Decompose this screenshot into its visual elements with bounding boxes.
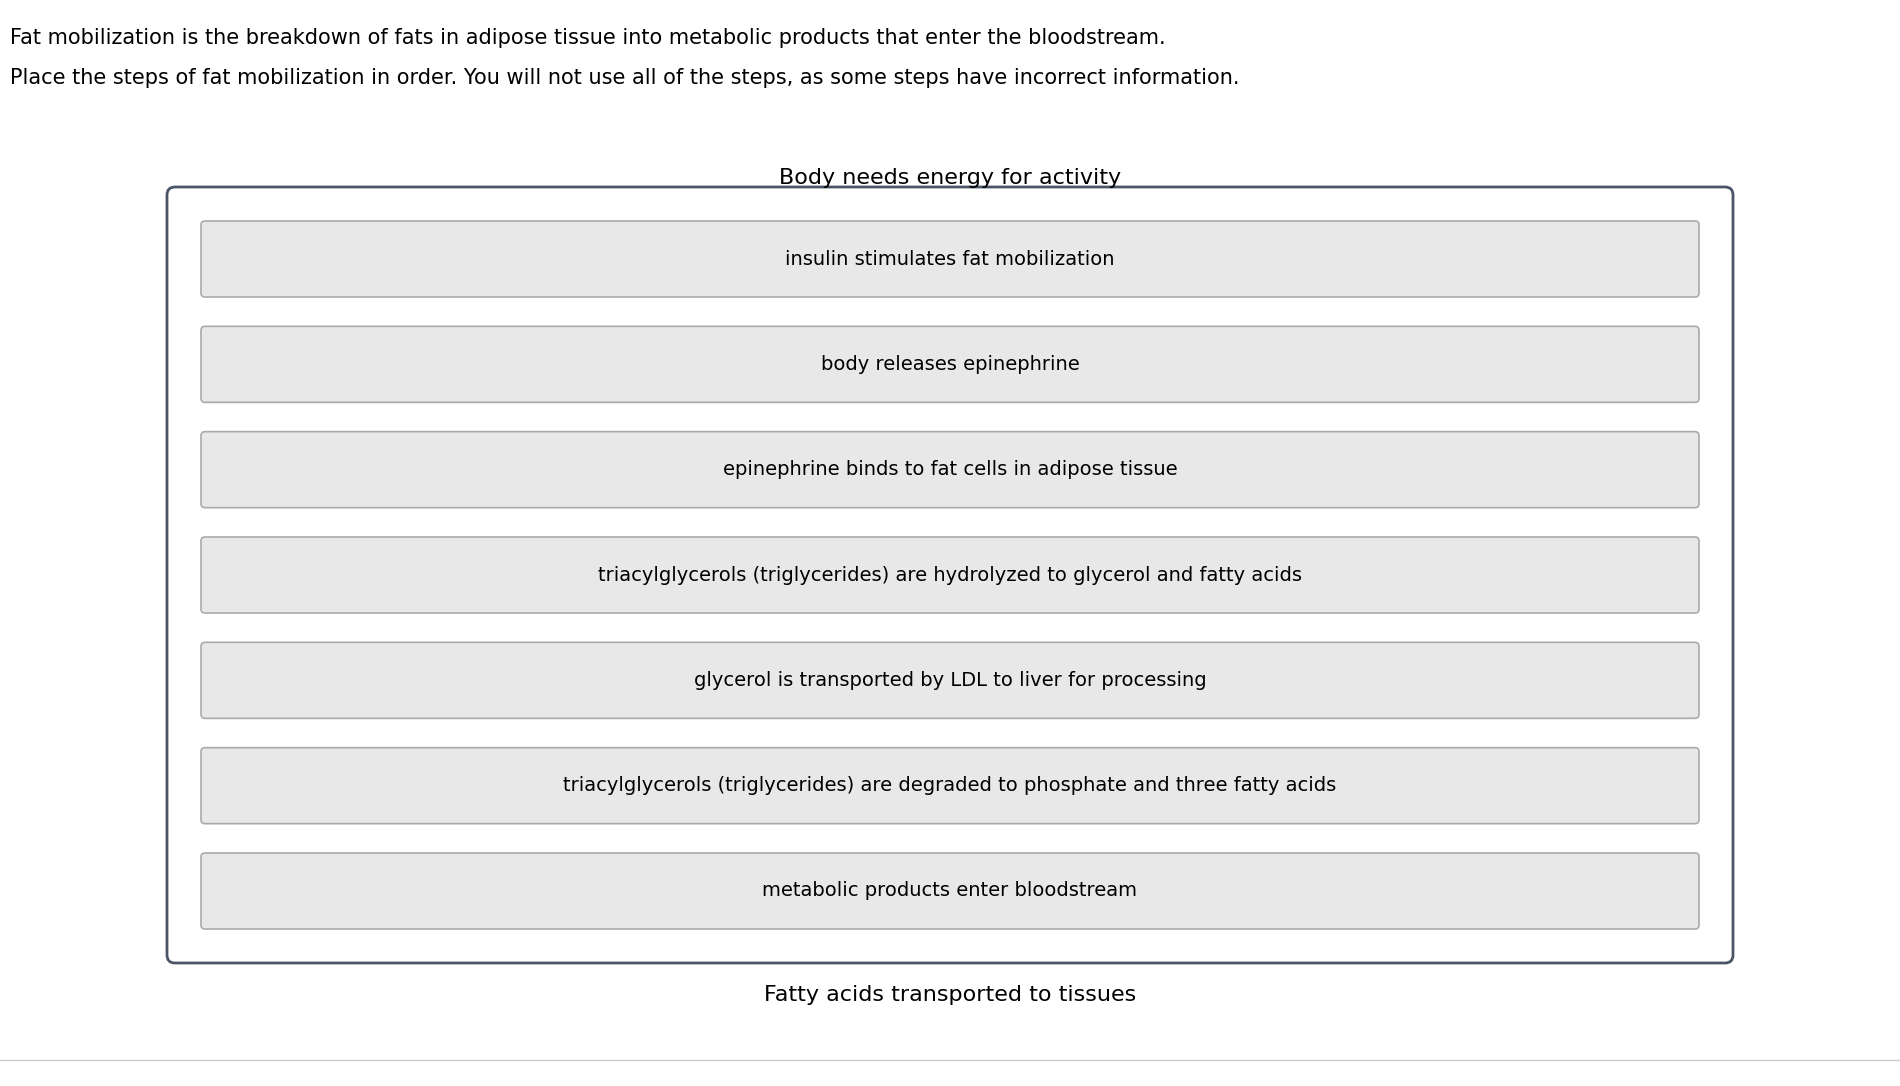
Text: body releases epinephrine: body releases epinephrine [821,355,1079,374]
FancyBboxPatch shape [201,431,1699,507]
Text: Body needs energy for activity: Body needs energy for activity [779,168,1121,188]
Text: triacylglycerols (triglycerides) are degraded to phosphate and three fatty acids: triacylglycerols (triglycerides) are deg… [564,776,1336,795]
Text: Fatty acids transported to tissues: Fatty acids transported to tissues [764,985,1136,1005]
FancyBboxPatch shape [201,536,1699,613]
Text: Fat mobilization is the breakdown of fats in adipose tissue into metabolic produ: Fat mobilization is the breakdown of fat… [10,28,1165,48]
FancyBboxPatch shape [201,326,1699,402]
FancyBboxPatch shape [201,642,1699,718]
Text: Place the steps of fat mobilization in order. You will not use all of the steps,: Place the steps of fat mobilization in o… [10,68,1239,88]
FancyBboxPatch shape [201,853,1699,929]
Text: epinephrine binds to fat cells in adipose tissue: epinephrine binds to fat cells in adipos… [722,460,1178,479]
FancyBboxPatch shape [167,187,1733,963]
Text: insulin stimulates fat mobilization: insulin stimulates fat mobilization [785,250,1115,268]
Text: triacylglycerols (triglycerides) are hydrolyzed to glycerol and fatty acids: triacylglycerols (triglycerides) are hyd… [598,566,1302,584]
FancyBboxPatch shape [201,220,1699,296]
Text: metabolic products enter bloodstream: metabolic products enter bloodstream [762,882,1138,900]
Text: glycerol is transported by LDL to liver for processing: glycerol is transported by LDL to liver … [694,671,1206,690]
FancyBboxPatch shape [201,747,1699,823]
